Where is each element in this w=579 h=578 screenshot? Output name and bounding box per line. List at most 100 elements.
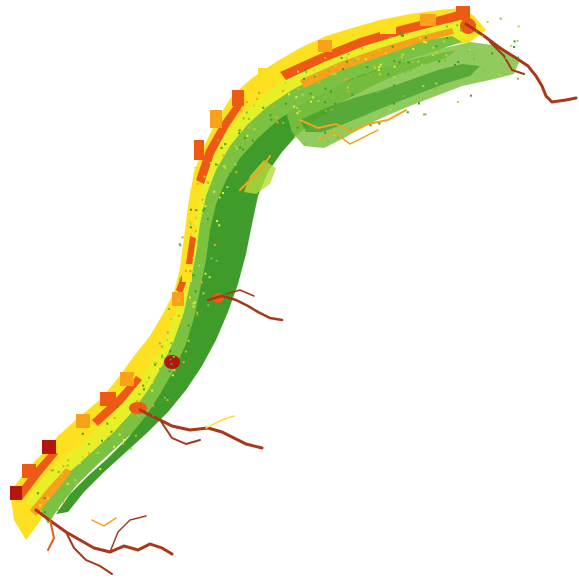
speckle-pixel — [195, 209, 198, 212]
speckle-pixel — [159, 367, 162, 370]
speckle-pixel — [438, 60, 441, 63]
speckle-pixel — [498, 74, 501, 76]
speckle-pixel — [483, 69, 486, 72]
speckle-pixel — [246, 134, 249, 137]
speckle-pixel — [304, 69, 307, 71]
speckle-pixel — [187, 339, 190, 342]
speckle-pixel — [353, 59, 356, 62]
speckle-pixel — [204, 205, 207, 208]
speckle-pixel — [170, 318, 173, 321]
streak-southwest-2 — [30, 468, 72, 516]
speckle-pixel — [276, 121, 279, 124]
speckle-pixel — [318, 85, 321, 88]
speckle-pixel — [369, 124, 372, 127]
speckle-pixel — [295, 96, 298, 99]
speckle-pixel — [43, 497, 46, 500]
edge-block — [22, 464, 36, 478]
speckle-pixel — [426, 31, 429, 33]
speckle-pixel — [196, 311, 198, 314]
speckle-pixel — [203, 175, 206, 178]
speckle-pixel — [136, 414, 139, 417]
speckle-pixel — [62, 487, 65, 490]
speckle-pixel — [473, 57, 475, 60]
speckle-pixel — [192, 305, 195, 308]
speckle-texture — [32, 17, 520, 514]
speckle-pixel — [434, 87, 437, 90]
strip-band-green — [40, 36, 462, 524]
speckle-pixel — [269, 114, 272, 117]
speckle-pixel — [110, 415, 113, 418]
speckle-pixel — [281, 90, 284, 92]
speckle-pixel — [172, 355, 175, 358]
speckle-pixel — [196, 313, 199, 316]
speckle-pixel — [194, 230, 197, 233]
speckle-pixel — [398, 72, 401, 75]
speckle-pixel — [116, 406, 119, 408]
speckle-pixel — [168, 370, 171, 373]
speckle-pixel — [389, 108, 392, 111]
speckle-pixel — [297, 70, 300, 73]
speckle-pixel — [175, 347, 178, 350]
speckle-pixel — [122, 442, 125, 445]
speckle-pixel — [456, 24, 459, 27]
speckle-pixel — [454, 63, 456, 66]
speckle-pixel — [324, 101, 327, 104]
speckle-pixel — [236, 147, 239, 150]
speckle-pixel — [189, 270, 192, 273]
speckle-pixel — [76, 483, 79, 486]
speckle-pixel — [324, 95, 327, 98]
speckle-pixel — [200, 281, 203, 284]
edge-block — [210, 110, 222, 128]
speckle-pixel — [400, 56, 403, 59]
speckle-pixel — [132, 376, 135, 379]
speckle-pixel — [347, 90, 350, 93]
edge-block — [100, 392, 116, 406]
speckle-pixel — [191, 270, 194, 273]
speckle-pixel — [216, 163, 219, 166]
speckle-pixel — [138, 393, 141, 396]
speckle-pixel — [378, 122, 381, 125]
speckle-pixel — [424, 36, 427, 39]
speckle-pixel — [179, 244, 182, 247]
speckle-pixel — [123, 438, 126, 441]
speckle-pixel — [354, 77, 356, 80]
speckle-pixel — [192, 256, 195, 259]
river-channels — [34, 22, 578, 575]
speckle-pixel — [282, 121, 284, 124]
speckle-pixel — [432, 46, 435, 49]
speckle-pixel — [393, 60, 396, 63]
speckle-pixel — [419, 37, 422, 40]
speckle-pixel — [67, 459, 70, 462]
speckle-pixel — [208, 178, 211, 181]
speckle-pixel — [446, 25, 449, 28]
speckle-pixel — [234, 163, 237, 166]
speckle-pixel — [169, 350, 172, 353]
edge-block — [76, 414, 90, 428]
speckle-pixel — [402, 34, 405, 37]
speckle-pixel — [516, 56, 519, 59]
speckle-pixel — [422, 85, 425, 88]
speckle-pixel — [241, 125, 244, 128]
speckle-pixel — [57, 471, 60, 473]
streak-south — [92, 376, 142, 426]
speckle-pixel — [207, 216, 210, 219]
edge-block — [420, 14, 436, 26]
speckle-pixel — [194, 216, 197, 219]
speckle-pixel — [270, 118, 273, 121]
speckle-pixel — [66, 482, 69, 485]
speckle-pixel — [302, 77, 305, 80]
speckle-pixel — [136, 400, 139, 402]
speckle-pixel — [229, 172, 232, 175]
speckle-pixel — [403, 50, 406, 53]
speckle-pixel — [256, 97, 259, 100]
streak-north-inner — [300, 28, 454, 88]
speckle-pixel — [222, 192, 224, 194]
high-value-streaks — [16, 10, 470, 516]
speckle-pixel — [214, 163, 217, 166]
speckle-pixel — [303, 124, 306, 127]
speckle-pixel — [404, 71, 407, 74]
speckle-pixel — [284, 102, 287, 105]
speckle-pixel — [445, 54, 448, 57]
speckle-pixel — [224, 143, 227, 146]
speckle-pixel — [280, 129, 283, 132]
